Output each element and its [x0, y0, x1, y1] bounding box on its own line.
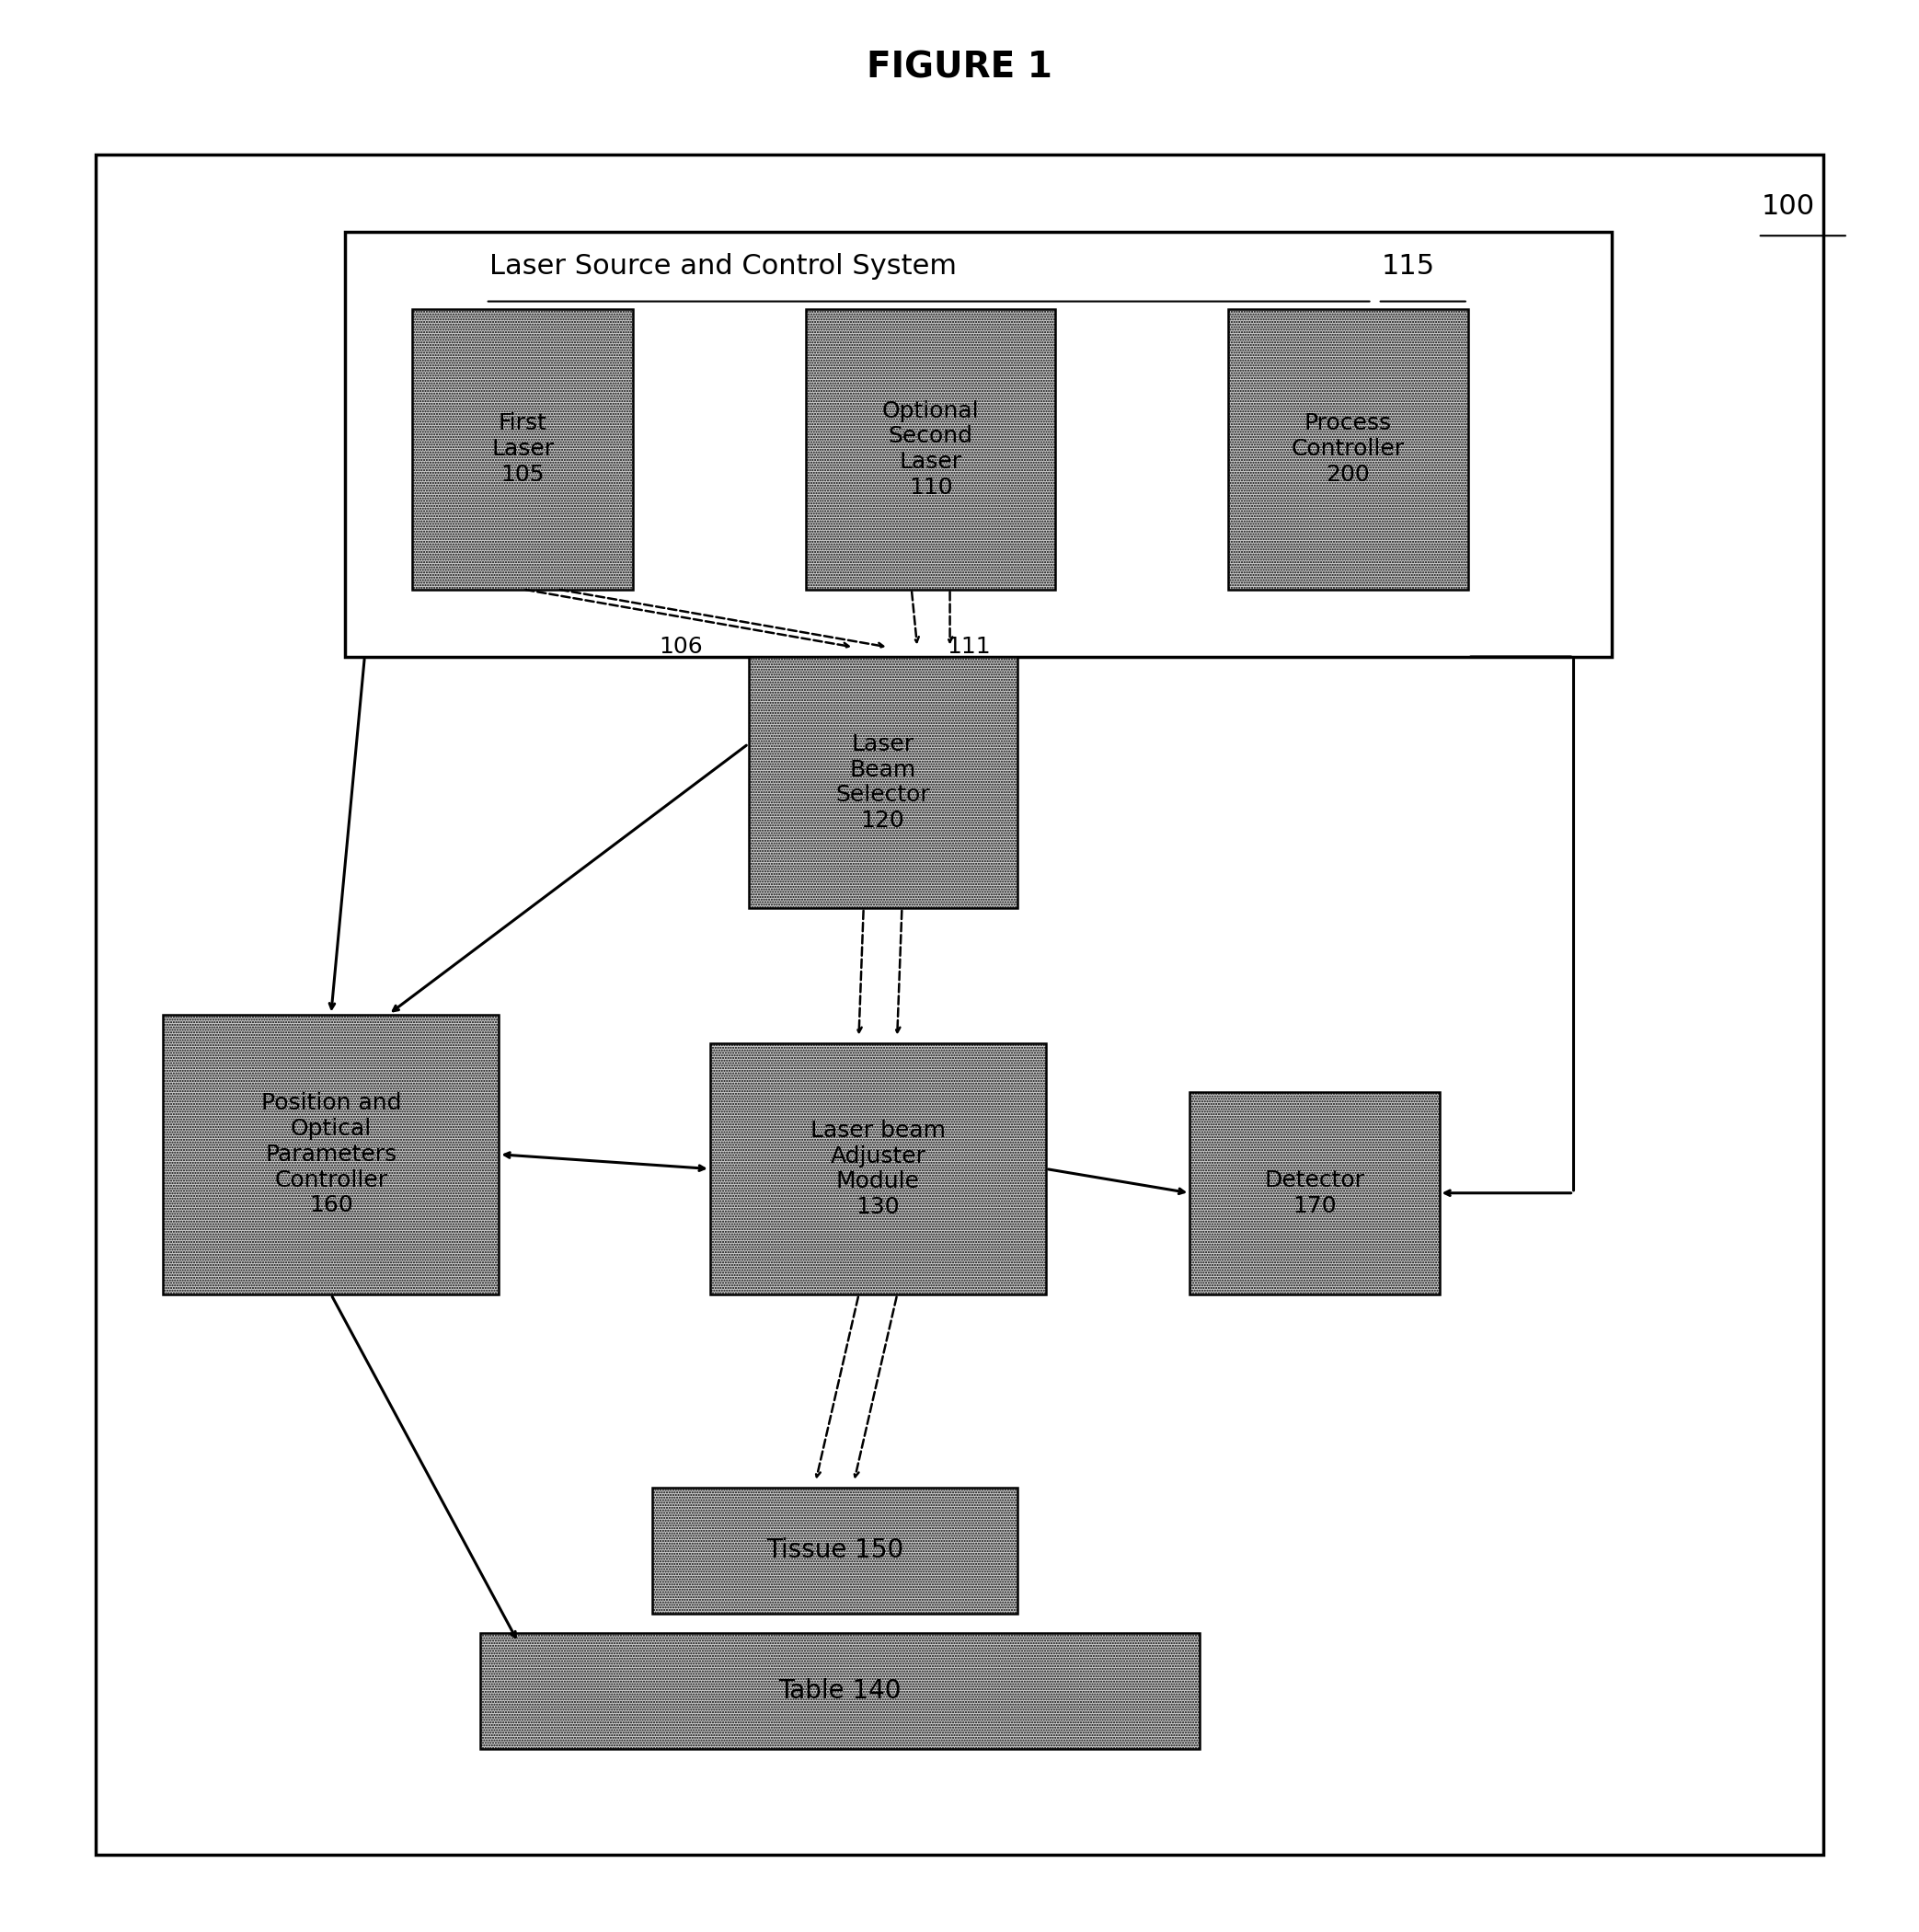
Bar: [1228, 309, 1468, 589]
Bar: [652, 1488, 1017, 1613]
Text: Detector
170: Detector 170: [1265, 1169, 1364, 1217]
Bar: [96, 155, 1823, 1855]
Text: Optional
Second
Laser
110: Optional Second Laser 110: [883, 400, 979, 498]
Bar: [163, 1014, 499, 1294]
Text: 115: 115: [1382, 253, 1435, 280]
Text: Laser beam
Adjuster
Module
130: Laser beam Adjuster Module 130: [810, 1119, 946, 1219]
Bar: [806, 309, 1055, 589]
Text: First
Laser
105: First Laser 105: [491, 413, 555, 485]
Text: Tissue 150: Tissue 150: [766, 1538, 904, 1563]
Text: FIGURE 1: FIGURE 1: [867, 50, 1052, 85]
Text: Position and
Optical
Parameters
Controller
160: Position and Optical Parameters Controll…: [261, 1092, 401, 1217]
Text: Process
Controller
200: Process Controller 200: [1291, 413, 1405, 485]
Bar: [480, 1633, 1199, 1748]
Bar: [748, 657, 1017, 908]
Bar: [345, 232, 1612, 657]
Text: Laser Source and Control System: Laser Source and Control System: [489, 253, 958, 280]
Text: Laser
Beam
Selector
120: Laser Beam Selector 120: [835, 732, 931, 833]
Bar: [413, 309, 633, 589]
Bar: [1190, 1092, 1439, 1294]
Text: 100: 100: [1762, 193, 1815, 220]
Text: 111: 111: [948, 636, 990, 659]
Text: 106: 106: [660, 636, 702, 659]
Text: Table 140: Table 140: [779, 1677, 900, 1704]
Bar: [710, 1043, 1046, 1294]
